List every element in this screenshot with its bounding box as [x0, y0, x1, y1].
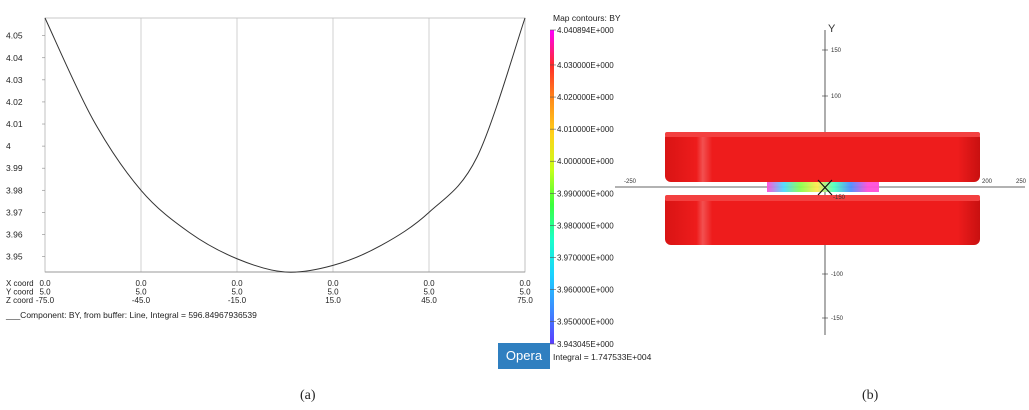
legend-label: 3.970000E+000	[557, 254, 614, 263]
legend-title: Map contours: BY	[553, 13, 621, 23]
x-tick-250: 250	[1016, 179, 1027, 185]
field-profile-plot: 4.05 4.04 4.03 4.02 4.01 4 3.99 3.98 3.97 3.96 3.9…	[5, 17, 533, 320]
upper-magnet	[665, 132, 980, 182]
coord-value: 5.0	[327, 288, 339, 297]
caption-a: (a)	[300, 388, 316, 403]
legend-label: 3.990000E+000	[557, 189, 614, 198]
y-tick-label: 3.97	[6, 207, 23, 217]
y-tick-label: 4.03	[6, 75, 23, 85]
coord-value: -15.0	[228, 296, 247, 305]
coord-value: 0.0	[231, 279, 243, 288]
y-tick-label: 4.02	[6, 97, 23, 107]
component-footer: ___Component: BY, from buffer: Line, Int…	[5, 310, 257, 320]
y-tick-label: 4.05	[6, 31, 23, 41]
legend-label: 4.030000E+000	[557, 61, 614, 70]
y-tick-label: 3.98	[6, 185, 23, 195]
coord-row-label: Z coord	[6, 296, 33, 305]
coord-row-label: Y coord	[6, 288, 33, 297]
legend-label: 3.943045E+000	[557, 340, 614, 349]
legend-labels: 4.040894E+000 4.030000E+000 4.020000E+000 4…	[550, 26, 614, 349]
legend-label: 4.040894E+000	[557, 26, 614, 35]
coord-value: 0.0	[327, 279, 339, 288]
y-tick-label: 4.01	[6, 119, 23, 129]
coordinate-table: X coord 0.0 0.0 0.0 0.0 0.0 0.0 Y coord 5.0 5.0 5.…	[6, 279, 533, 305]
legend-label: 4.010000E+000	[557, 125, 614, 134]
legend-label: 3.950000E+000	[557, 318, 614, 327]
x-tick-neg250: -250	[624, 179, 637, 185]
by-profile-curve	[44, 17, 526, 273]
coord-value: 5.0	[231, 288, 243, 297]
y-tick-labels: 4.05 4.04 4.03 4.02 4.01 4 3.99 3.98 3.97 3.96 3.9…	[6, 31, 45, 262]
coord-value: 75.0	[517, 296, 533, 305]
coord-value: 0.0	[39, 279, 51, 288]
coord-value: 0.0	[519, 279, 531, 288]
contour-strip	[767, 182, 879, 192]
y-tick-label: 3.99	[6, 163, 23, 173]
coord-value: 15.0	[325, 296, 341, 305]
y-tick-150: 150	[831, 48, 842, 54]
origin-marker	[817, 179, 833, 196]
color-bar	[550, 30, 554, 344]
plot-grid	[44, 17, 526, 273]
opera-logo: Opera	[498, 343, 550, 369]
coord-value: 0.0	[135, 279, 147, 288]
y-tick-neg100: -100	[831, 272, 844, 278]
y-tick-neg150: -150	[831, 316, 844, 322]
y-tick-label: 3.96	[6, 229, 23, 239]
legend-label: 3.960000E+000	[557, 286, 614, 295]
legend-integral: Integral = 1.747533E+004	[553, 352, 652, 362]
legend-label: 4.000000E+000	[557, 157, 614, 166]
x-tick-200: 200	[982, 179, 993, 185]
legend-label: 4.020000E+000	[557, 93, 614, 102]
coord-value: 5.0	[423, 288, 435, 297]
plot-frame	[44, 17, 526, 273]
magnet-3d-view: Y 150 100 -100 -150 -250 200 250 -150	[615, 23, 1027, 335]
y-tick-100: 100	[831, 94, 842, 100]
coord-value: 0.0	[423, 279, 435, 288]
coord-value: 45.0	[421, 296, 437, 305]
y-tick-label: 4	[6, 141, 11, 151]
stray-tick-label: -150	[833, 195, 846, 201]
legend-label: 3.980000E+000	[557, 221, 614, 230]
coord-value: -45.0	[132, 296, 151, 305]
y-axis-label: Y	[828, 23, 836, 35]
y-tick-label: 4.04	[6, 53, 23, 63]
caption-b: (b)	[862, 388, 879, 403]
coord-value: 5.0	[135, 288, 147, 297]
coord-value: 5.0	[39, 288, 51, 297]
y-tick-label: 3.95	[6, 252, 23, 262]
coord-row-label: X coord	[6, 279, 34, 288]
contour-legend: Map contours: BY 4.040894E+000 4.030000E+…	[550, 13, 652, 362]
coord-value: 5.0	[519, 288, 531, 297]
lower-magnet	[665, 195, 980, 245]
coord-value: -75.0	[36, 296, 55, 305]
